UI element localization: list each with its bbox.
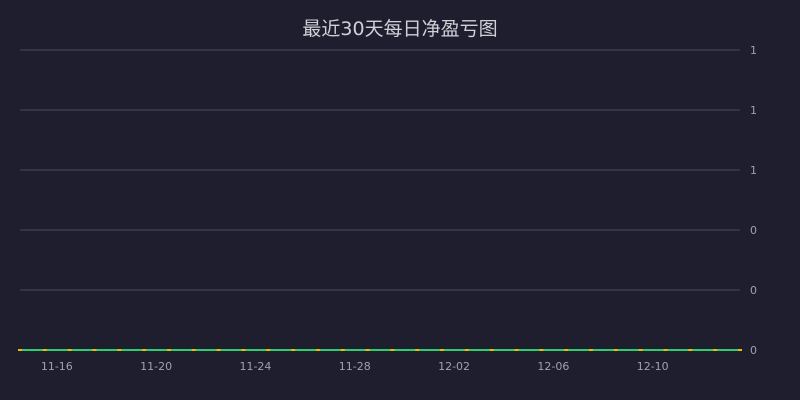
data-point (688, 349, 693, 351)
x-tick-label: 11-24 (239, 360, 271, 373)
x-tick-label: 12-10 (637, 360, 669, 373)
x-tick-label: 12-06 (537, 360, 569, 373)
data-point (713, 349, 718, 351)
data-point (291, 349, 296, 351)
y-tick-label: 1 (750, 164, 757, 177)
x-tick-label: 11-28 (339, 360, 371, 373)
y-tick-label: 1 (750, 44, 757, 57)
x-tick-label: 12-02 (438, 360, 470, 373)
data-point (340, 349, 345, 351)
data-point (92, 349, 97, 351)
data-point (67, 349, 72, 351)
data-point (613, 349, 618, 351)
data-point (464, 349, 469, 351)
data-point (440, 349, 445, 351)
y-tick-label: 0 (750, 284, 757, 297)
data-point (415, 349, 420, 351)
data-point (390, 349, 395, 351)
data-point (191, 349, 196, 351)
data-point (166, 349, 171, 351)
data-point (315, 349, 320, 351)
chart-title: 最近30天每日净盈亏图 (302, 18, 498, 40)
data-point (266, 349, 271, 351)
y-tick-label: 0 (750, 224, 757, 237)
data-point (142, 349, 147, 351)
data-point (216, 349, 221, 351)
data-point (638, 349, 643, 351)
x-tick-label: 11-16 (41, 360, 73, 373)
data-point (564, 349, 569, 351)
y-tick-label: 1 (750, 104, 757, 117)
data-point (365, 349, 370, 351)
y-tick-label: 0 (750, 344, 757, 357)
data-point (489, 349, 494, 351)
data-point (18, 349, 22, 351)
data-point (589, 349, 594, 351)
x-tick-label: 11-20 (140, 360, 172, 373)
data-point (539, 349, 544, 351)
data-point (117, 349, 122, 351)
data-point (738, 349, 742, 351)
data-point (241, 349, 246, 351)
data-point (514, 349, 519, 351)
data-point (42, 349, 47, 351)
data-point (663, 349, 668, 351)
